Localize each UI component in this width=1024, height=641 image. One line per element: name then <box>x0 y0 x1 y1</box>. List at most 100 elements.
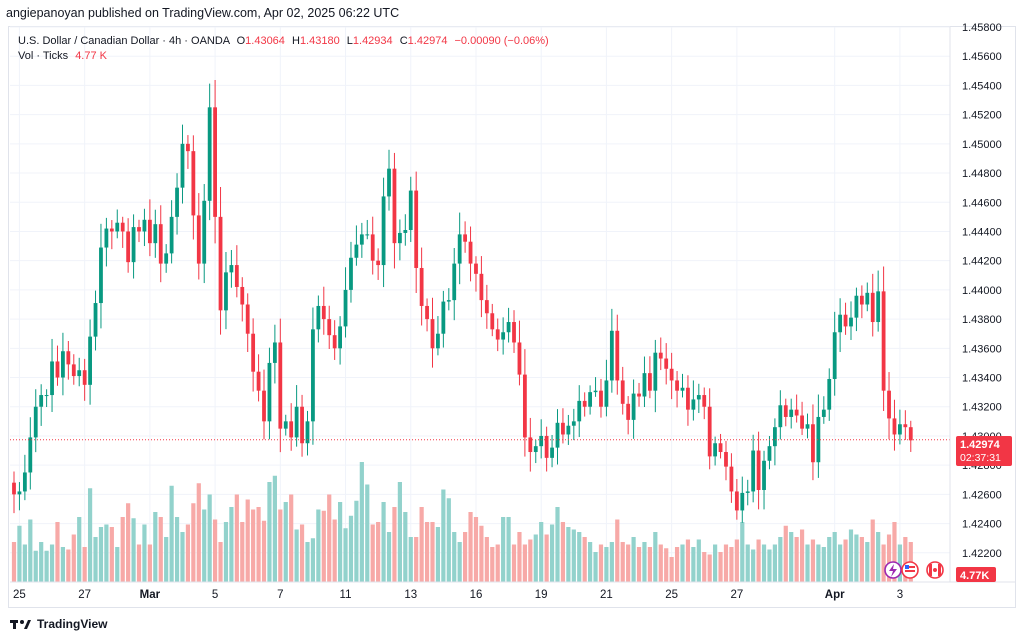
volume-bar <box>11 542 17 582</box>
candle-body <box>631 393 636 420</box>
volume-bar <box>729 547 734 582</box>
volume-legend: Vol · Ticks 4.77 K <box>18 50 107 62</box>
volume-bar <box>783 525 788 582</box>
price-badge: 1.42974 <box>960 439 1001 451</box>
volume-bar <box>272 475 277 582</box>
volume-bar <box>691 547 696 582</box>
symbol-legend: U.S. Dollar / Canadian Dollar · 4h · OAN… <box>18 35 549 47</box>
candle-body <box>539 435 544 447</box>
time-tick-label: 11 <box>340 589 352 601</box>
low-value: 1.42934 <box>352 35 393 47</box>
candle-body <box>463 234 468 242</box>
candle-body <box>213 107 217 217</box>
volume-label: Vol · Ticks <box>18 50 69 62</box>
time-tick-label: 13 <box>404 589 417 601</box>
candle-body <box>626 403 631 420</box>
candle-body <box>169 216 174 254</box>
volume-bar <box>164 537 169 582</box>
candle-body <box>441 301 446 334</box>
volume-bar <box>566 527 571 582</box>
price-tick-label: 1.44600 <box>962 197 1002 209</box>
volume-bar <box>136 544 142 582</box>
candle-body <box>272 342 277 363</box>
candle-body <box>571 421 576 426</box>
volume-bar <box>256 507 261 582</box>
volume-bar <box>490 547 495 582</box>
candle-body <box>604 380 609 407</box>
volume-bar <box>463 532 468 582</box>
candle-body <box>474 263 478 274</box>
candle-body <box>22 472 27 492</box>
volume-bar <box>39 542 44 582</box>
candle-body <box>881 291 886 391</box>
candle-body <box>876 291 881 323</box>
candle-body <box>908 427 913 441</box>
volume-bar <box>615 519 620 582</box>
footer-brand[interactable]: TradingView <box>10 617 107 631</box>
volume-bar <box>756 539 761 582</box>
candle-body <box>131 227 136 263</box>
price-tick-label: 1.44000 <box>962 285 1002 297</box>
candle-body <box>740 492 745 511</box>
volume-bar <box>22 544 27 582</box>
volume-bar <box>299 524 305 582</box>
volume-bar <box>435 527 441 582</box>
candle-body <box>229 265 234 273</box>
volume-bar <box>332 519 337 582</box>
volume-bar <box>865 542 870 582</box>
volume-bar <box>142 524 147 582</box>
time-tick-label: 25 <box>665 589 678 601</box>
candle-body <box>734 491 739 511</box>
volume-bar <box>283 502 288 582</box>
volume-bar <box>397 482 402 582</box>
volume-bar <box>158 517 163 582</box>
candle-body <box>898 424 902 435</box>
candle-body <box>262 390 266 422</box>
volume-bar <box>370 524 375 582</box>
candle-body <box>778 405 783 428</box>
candle-body <box>647 373 652 391</box>
volume-bar <box>196 483 201 582</box>
volume-bar <box>120 517 125 582</box>
candle-body <box>300 406 304 444</box>
candle-body <box>50 361 54 396</box>
volume-bar <box>713 544 718 582</box>
candle-body <box>664 358 669 369</box>
volume-bar <box>251 509 256 582</box>
volume-bar <box>261 520 267 582</box>
candle-body <box>180 143 185 188</box>
candle-body <box>126 231 131 263</box>
candle-body <box>186 143 190 152</box>
candle-body <box>408 190 413 231</box>
candle-body <box>495 329 500 340</box>
countdown-badge: 02:37:31 <box>960 452 1001 464</box>
volume-bar <box>202 509 207 582</box>
volume-bar <box>582 537 587 582</box>
high-value: 1.43180 <box>299 35 340 47</box>
candle-body <box>425 305 429 320</box>
volume-bar <box>620 542 625 582</box>
price-tick-label: 1.45800 <box>962 22 1002 34</box>
volume-bar <box>745 544 750 582</box>
volume-bar <box>44 550 49 582</box>
candle-body <box>484 300 489 314</box>
candle-body <box>718 443 723 453</box>
candle-body <box>218 216 223 311</box>
volume-bar <box>169 485 174 582</box>
volume-bar <box>789 532 794 582</box>
low-key: L <box>346 35 353 47</box>
candle-body <box>33 406 38 438</box>
candle-body <box>289 421 294 438</box>
volume-bar <box>452 532 457 582</box>
candle-body <box>686 387 690 410</box>
volume-bar <box>55 522 60 582</box>
candle-body <box>745 491 750 493</box>
candle-body <box>849 317 853 327</box>
volume-bar <box>66 549 71 582</box>
candle-body <box>137 227 141 232</box>
volume-bar <box>310 538 316 582</box>
volume-bar <box>501 517 506 582</box>
candle-body <box>588 392 593 407</box>
volume-bar <box>593 552 598 582</box>
